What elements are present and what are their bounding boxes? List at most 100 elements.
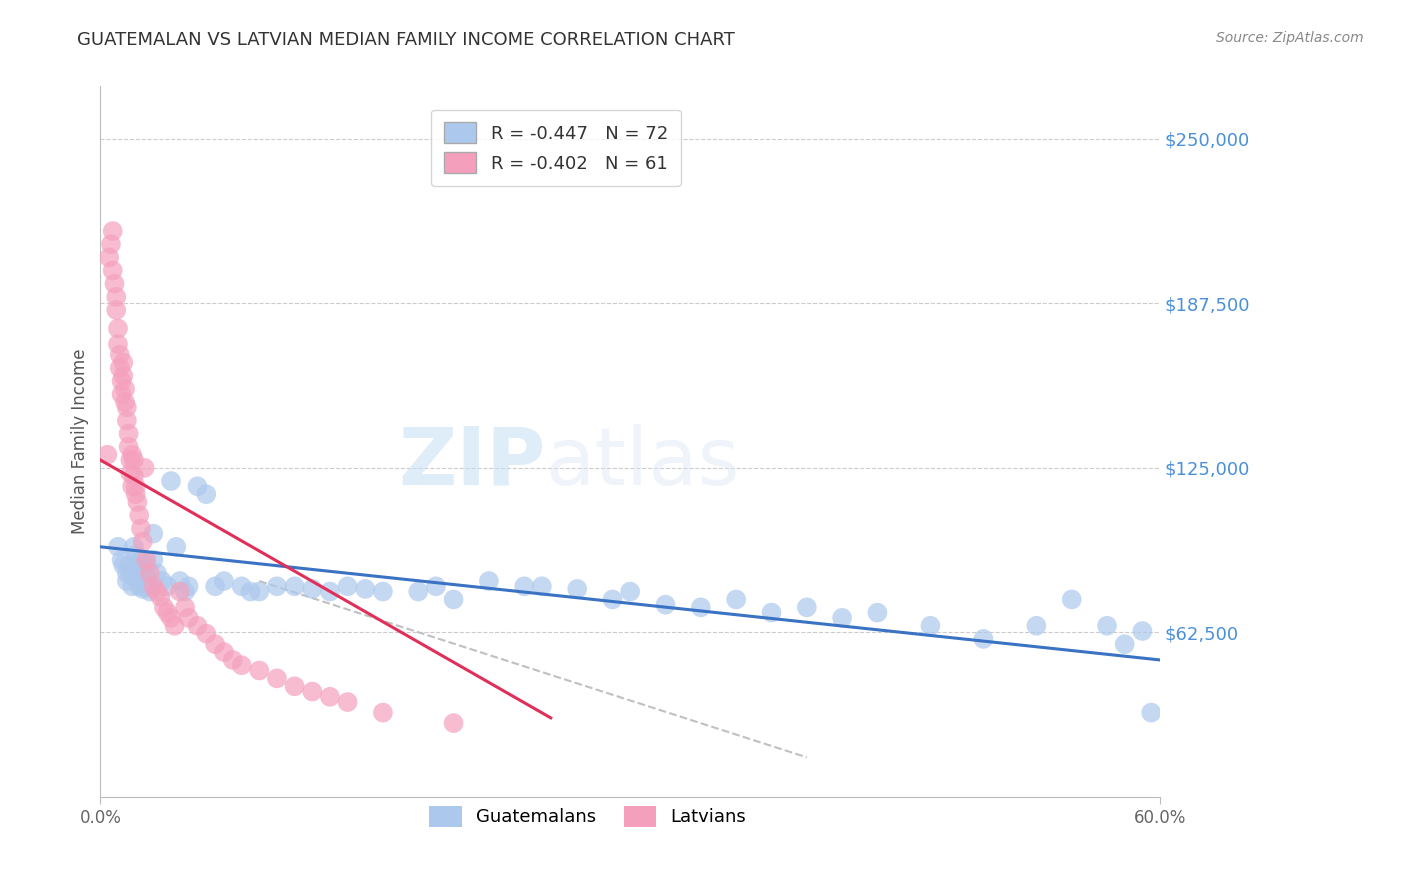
Point — [120, 466, 142, 480]
Point — [266, 672, 288, 686]
Point — [134, 461, 156, 475]
Point — [174, 584, 197, 599]
Point — [124, 548, 146, 562]
Point — [443, 716, 465, 731]
Point — [142, 526, 165, 541]
Point — [121, 568, 143, 582]
Point — [406, 584, 429, 599]
Point — [124, 487, 146, 501]
Point — [121, 479, 143, 493]
Point — [136, 579, 159, 593]
Point — [110, 374, 132, 388]
Point — [110, 387, 132, 401]
Point — [177, 611, 200, 625]
Point — [284, 579, 307, 593]
Point — [153, 600, 176, 615]
Point — [128, 579, 150, 593]
Point — [266, 579, 288, 593]
Point — [319, 584, 342, 599]
Point — [319, 690, 342, 704]
Point — [831, 611, 853, 625]
Point — [619, 584, 641, 599]
Point — [920, 619, 942, 633]
Point — [105, 303, 128, 318]
Point — [169, 584, 191, 599]
Point — [156, 606, 179, 620]
Point — [117, 440, 139, 454]
Text: GUATEMALAN VS LATVIAN MEDIAN FAMILY INCOME CORRELATION CHART: GUATEMALAN VS LATVIAN MEDIAN FAMILY INCO… — [77, 31, 735, 49]
Point — [160, 474, 183, 488]
Point — [135, 558, 157, 573]
Point — [115, 401, 138, 415]
Point — [371, 584, 394, 599]
Point — [1140, 706, 1163, 720]
Point — [972, 632, 994, 646]
Point — [530, 579, 553, 593]
Text: ZIP: ZIP — [398, 424, 546, 502]
Point — [222, 653, 245, 667]
Point — [204, 637, 226, 651]
Point — [127, 495, 149, 509]
Point — [796, 600, 818, 615]
Point — [114, 382, 136, 396]
Point — [354, 582, 377, 596]
Point — [139, 584, 162, 599]
Point — [112, 356, 135, 370]
Point — [150, 574, 173, 588]
Point — [146, 584, 169, 599]
Point — [96, 448, 118, 462]
Point — [117, 558, 139, 573]
Point — [134, 566, 156, 581]
Point — [195, 626, 218, 640]
Point — [247, 584, 270, 599]
Point — [146, 566, 169, 581]
Point — [129, 521, 152, 535]
Point — [122, 453, 145, 467]
Point — [122, 540, 145, 554]
Point — [101, 224, 124, 238]
Point — [336, 695, 359, 709]
Point — [165, 540, 187, 554]
Point — [336, 579, 359, 593]
Point — [107, 337, 129, 351]
Point — [169, 574, 191, 588]
Point — [103, 277, 125, 291]
Point — [100, 237, 122, 252]
Point — [101, 263, 124, 277]
Point — [128, 508, 150, 523]
Point — [567, 582, 589, 596]
Point — [371, 706, 394, 720]
Point — [115, 413, 138, 427]
Point — [239, 584, 262, 599]
Point — [247, 664, 270, 678]
Point — [174, 600, 197, 615]
Point — [121, 448, 143, 462]
Point — [866, 606, 889, 620]
Point — [129, 564, 152, 578]
Point — [114, 395, 136, 409]
Point — [163, 619, 186, 633]
Point — [186, 619, 208, 633]
Point — [115, 566, 138, 581]
Point — [121, 579, 143, 593]
Text: Source: ZipAtlas.com: Source: ZipAtlas.com — [1216, 31, 1364, 45]
Point — [117, 426, 139, 441]
Point — [212, 645, 235, 659]
Point — [112, 558, 135, 573]
Point — [1060, 592, 1083, 607]
Point — [122, 468, 145, 483]
Point — [231, 579, 253, 593]
Point — [186, 479, 208, 493]
Point — [443, 592, 465, 607]
Point — [135, 568, 157, 582]
Point — [212, 574, 235, 588]
Point — [513, 579, 536, 593]
Point — [725, 592, 748, 607]
Point — [120, 453, 142, 467]
Point — [149, 590, 172, 604]
Point — [160, 611, 183, 625]
Point — [177, 579, 200, 593]
Point — [134, 558, 156, 573]
Point — [135, 553, 157, 567]
Point — [231, 658, 253, 673]
